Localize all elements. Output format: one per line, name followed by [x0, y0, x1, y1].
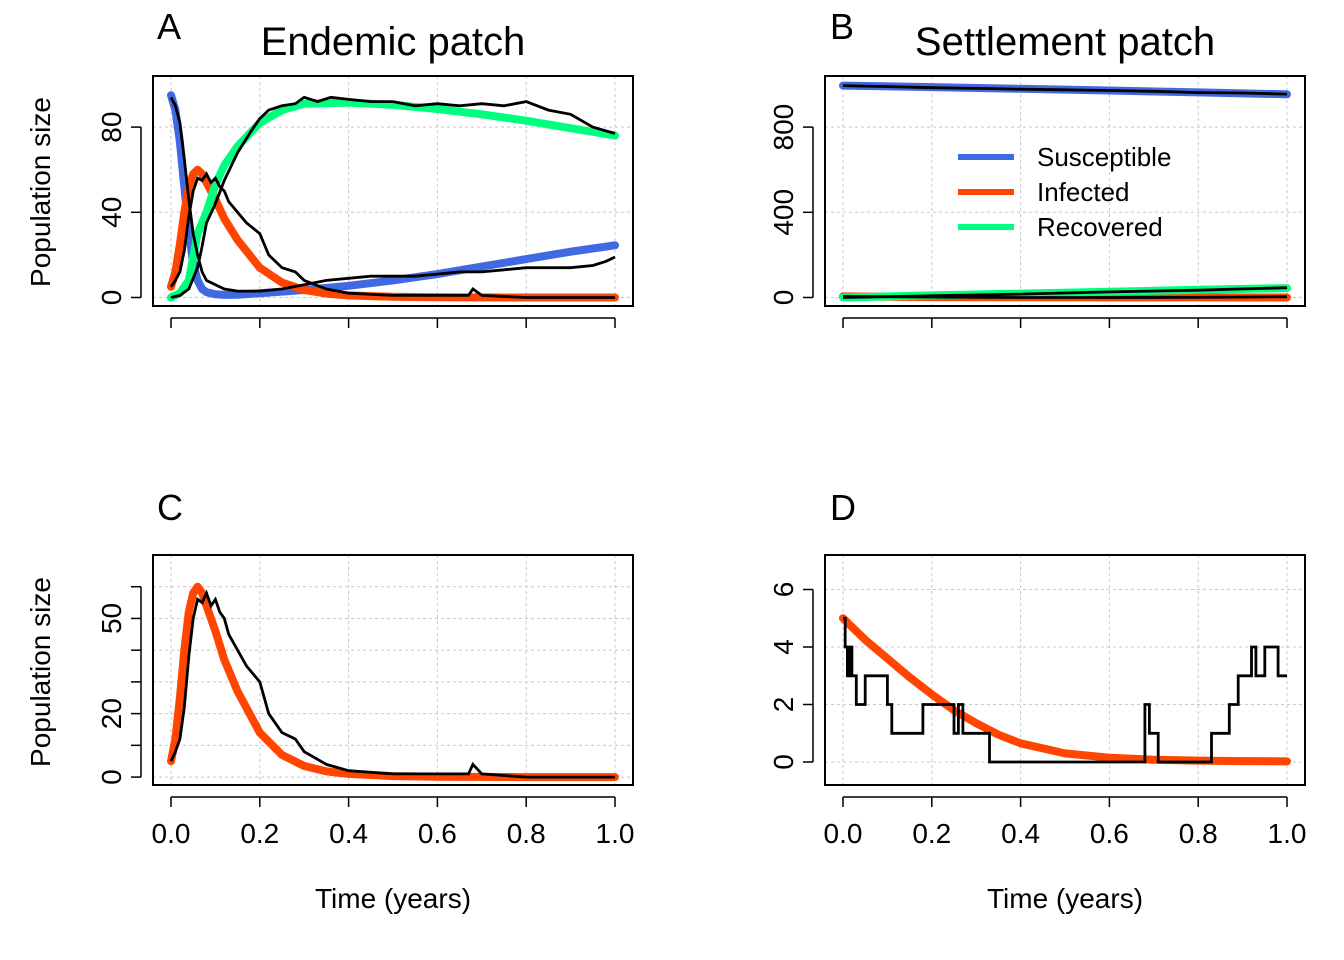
- panel-d-axes: 0.0 0.2 0.4 0.6 0.8 1.0 0 2 4 6: [768, 582, 1306, 849]
- panel-b-frame: [824, 75, 1306, 307]
- panel-c-letter: C: [157, 487, 183, 528]
- panel-a-frame: [152, 75, 634, 307]
- panel-b-title: Settlement patch: [915, 20, 1215, 64]
- y-tick-label: 80: [96, 112, 127, 143]
- panel-b-letter: B: [830, 6, 854, 47]
- series-recovered-sim: [170, 95, 616, 299]
- panel-c-xlabel: Time (years): [315, 883, 471, 914]
- y-tick-label: 6: [768, 582, 799, 598]
- series-infected-ode: [167, 582, 619, 782]
- y-tick-label: 20: [96, 698, 127, 729]
- panel-a-series: [167, 91, 619, 302]
- panel-c-axes: 0.0 0.2 0.4 0.6 0.8 1.0 0 20 50: [96, 585, 635, 849]
- panel-b: 0 400 800 B Settlement patch Susceptible I…: [768, 6, 1306, 328]
- y-tick-label: 800: [768, 104, 799, 151]
- panel-c: 0.0 0.2 0.4 0.6 0.8 1.0 0 20 50 C Population siz…: [25, 487, 634, 914]
- series-susceptible-sim: [169, 96, 616, 293]
- y-tick-label: 400: [768, 189, 799, 236]
- series-infected-sim: [843, 616, 1287, 764]
- x-tick-label: 0.6: [418, 818, 457, 849]
- x-tick-label: 0.4: [329, 818, 368, 849]
- x-tick-label: 1.0: [596, 818, 635, 849]
- y-tick-label: 2: [768, 697, 799, 713]
- panel-d-frame: [824, 554, 1306, 786]
- y-tick-label: 0: [768, 290, 799, 306]
- y-tick-label: 0: [96, 290, 127, 306]
- panel-a-axes: 0 40 80: [96, 112, 616, 328]
- x-tick-label: 0.2: [912, 818, 951, 849]
- series-susceptible-sim: [842, 84, 1288, 96]
- series-infected-sim: [169, 171, 615, 299]
- panel-d-series: [839, 614, 1291, 766]
- panel-a: 0 40 80 A Endemic patch Population size: [25, 6, 634, 328]
- series-infected-ode: [839, 614, 1291, 766]
- series-recovered-sim: [842, 286, 1288, 299]
- y-tick-label: 0: [96, 769, 127, 785]
- panel-c-frame: [152, 554, 634, 786]
- panel-a-letter: A: [157, 6, 181, 47]
- panel-b-series: [839, 81, 1291, 302]
- panel-a-ylabel: Population size: [25, 97, 56, 287]
- panel-b-axes: 0 400 800: [768, 104, 1288, 328]
- x-tick-label: 0.0: [824, 818, 863, 849]
- legend: Susceptible Infected Recovered: [958, 142, 1171, 242]
- panel-d: 0.0 0.2 0.4 0.6 0.8 1.0 0 2 4 6 D Time (years): [768, 487, 1306, 914]
- x-tick-label: 0.8: [1179, 818, 1218, 849]
- x-tick-label: 0.4: [1001, 818, 1040, 849]
- legend-label-recovered: Recovered: [1037, 212, 1163, 242]
- legend-label-infected: Infected: [1037, 177, 1130, 207]
- legend-label-susceptible: Susceptible: [1037, 142, 1171, 172]
- y-tick-label: 40: [96, 197, 127, 228]
- panel-c-ylabel: Population size: [25, 577, 56, 767]
- panel-d-xlabel: Time (years): [987, 883, 1143, 914]
- y-tick-label: 50: [96, 603, 127, 634]
- x-tick-label: 0.6: [1090, 818, 1129, 849]
- y-tick-label: 0: [768, 754, 799, 770]
- x-tick-label: 0.2: [240, 818, 279, 849]
- panel-c-series: [167, 582, 619, 782]
- y-tick-label: 4: [768, 639, 799, 655]
- x-tick-label: 0.0: [152, 818, 191, 849]
- x-tick-label: 0.8: [507, 818, 546, 849]
- series-infected-sim: [169, 589, 615, 779]
- panel-d-letter: D: [830, 487, 856, 528]
- series-infected-ode: [167, 165, 619, 302]
- x-tick-label: 1.0: [1268, 818, 1307, 849]
- panel-a-title: Endemic patch: [261, 20, 526, 64]
